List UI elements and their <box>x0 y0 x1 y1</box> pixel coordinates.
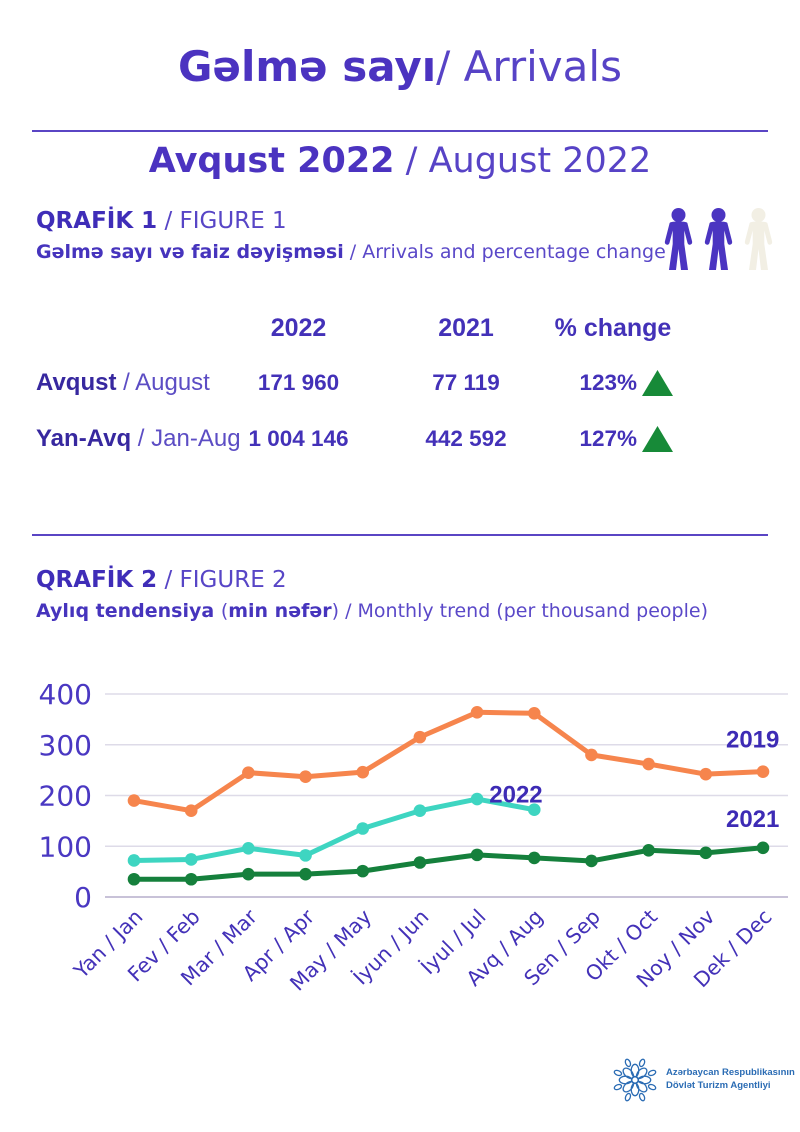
arrivals-table: 2022 2021 % change Avqust / August 171 9… <box>36 302 701 466</box>
divider <box>32 130 768 132</box>
person-icon <box>664 208 693 270</box>
figure1-heading-en: / FIGURE 1 <box>157 208 287 234</box>
svg-text:2019: 2019 <box>726 726 779 753</box>
figure1-subheading-az: Gəlmə sayı və faiz dəyişməsi <box>36 241 344 263</box>
agency-name-line1: Azərbaycan Respublikasının <box>666 1067 795 1079</box>
figure2-subheading: Aylıq tendensiya (min nəfər) / Monthly t… <box>36 600 708 622</box>
figure2-heading: QRAFİK 2 / FIGURE 2 <box>36 567 287 593</box>
figure1-subheading-en: / Arrivals and percentage change <box>343 241 666 263</box>
svg-text:200: 200 <box>39 780 92 813</box>
row1-value-2022: 171 960 <box>257 369 340 395</box>
ornament-rosette-icon <box>613 1058 657 1102</box>
figure2-sub-seg1: Aylıq tendensiya <box>36 600 221 622</box>
row1-change: 123% <box>551 369 701 396</box>
figure2-sub-seg2: ( <box>220 600 229 622</box>
row1-label-en: / August <box>116 368 210 396</box>
row2-value-2022: 1 004 146 <box>248 425 349 451</box>
figure2-heading-az: QRAFİK 2 <box>36 567 158 593</box>
svg-text:2022: 2022 <box>489 782 542 809</box>
row1-value-2021: 77 119 <box>432 369 500 395</box>
col-header-2022: 2022 <box>270 313 327 342</box>
page-title-en: / Arrivals <box>436 42 622 91</box>
row2-label-en: / Jan-Aug <box>131 424 241 452</box>
rosette-group <box>613 1058 657 1102</box>
figure1-heading-az: QRAFİK 1 <box>36 208 158 234</box>
agency-footer: Azərbaycan Respublikasının Dövlət Turizm… <box>612 1056 795 1104</box>
svg-text:400: 400 <box>39 678 92 711</box>
row2-change: 127% <box>551 425 701 452</box>
table-row-label: Yan-Avq / Jan-Aug <box>36 424 241 453</box>
triangle-up-icon <box>642 425 673 452</box>
svg-text:300: 300 <box>39 729 92 762</box>
person-icon-inactive <box>744 208 773 270</box>
period-subtitle: Avqust 2022 / August 2022 <box>0 141 800 181</box>
page-title: Gəlmə sayı/ Arrivals <box>0 42 800 91</box>
people-icons <box>662 208 775 272</box>
page-title-az: Gəlmə sayı <box>178 42 437 91</box>
person-icon <box>704 208 733 270</box>
figure2-heading-en: / FIGURE 2 <box>157 567 287 593</box>
row2-value-2021: 442 592 <box>425 425 507 451</box>
agency-name: Azərbaycan Respublikasının Dövlət Turizm… <box>666 1067 795 1092</box>
divider <box>32 534 768 536</box>
figure1-heading: QRAFİK 1 / FIGURE 1 <box>36 208 287 234</box>
period-subtitle-az: Avqust 2022 <box>148 141 395 181</box>
period-subtitle-en: / August 2022 <box>394 141 652 181</box>
row1-label-az: Avqust <box>36 368 117 396</box>
row1-change-value: 123% <box>579 369 637 395</box>
figure2-sub-seg3: min nəfər <box>228 600 332 622</box>
col-header-change: % change <box>554 313 672 342</box>
svg-text:100: 100 <box>39 830 92 863</box>
col-header-2021: 2021 <box>438 313 494 342</box>
figure1-subheading: Gəlmə sayı və faiz dəyişməsi / Arrivals … <box>36 241 666 263</box>
agency-name-line2: Dövlət Turizm Agentliyi <box>666 1080 771 1091</box>
triangle-up-icon <box>642 369 673 396</box>
row2-label-az: Yan-Avq <box>36 424 132 452</box>
row2-change-value: 127% <box>579 425 637 451</box>
table-row-label: Avqust / August <box>36 369 216 397</box>
svg-text:2021: 2021 <box>726 806 779 833</box>
svg-text:0: 0 <box>74 881 92 914</box>
figure2-sub-seg4: ) / Monthly trend (per thousand people) <box>331 600 708 622</box>
